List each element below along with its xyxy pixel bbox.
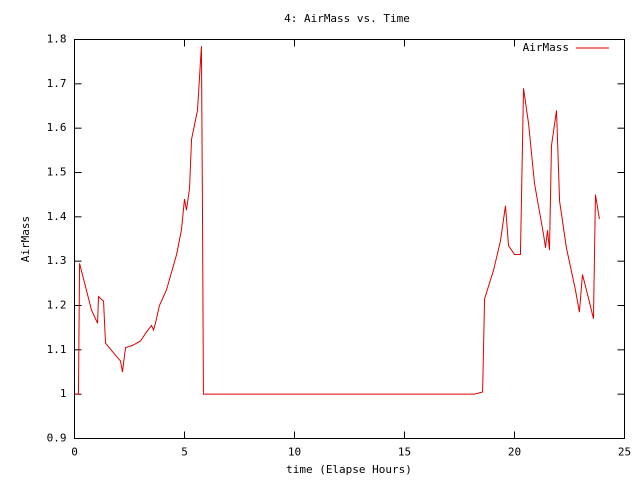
x-axis-label: time (Elapse Hours) <box>286 463 412 476</box>
plot-frame <box>74 39 625 439</box>
y-tick-label: 1.5 <box>47 166 67 179</box>
y-tick-label: 1.8 <box>47 33 67 46</box>
y-axis-label: AirMass <box>19 216 32 262</box>
y-tick-label: 1 <box>60 387 67 400</box>
x-tick-label: 15 <box>398 446 411 459</box>
x-tick-label: 5 <box>181 446 188 459</box>
y-tick-label: 1.2 <box>47 299 67 312</box>
x-tick-label: 20 <box>508 446 521 459</box>
y-tick-label: 1.6 <box>47 121 67 134</box>
chart-title: 4: AirMass vs. Time <box>284 12 410 25</box>
legend-label: AirMass <box>523 41 569 54</box>
data-line <box>74 46 600 395</box>
y-tick-label: 1.3 <box>47 254 67 267</box>
y-tick-label: 1.1 <box>47 343 67 356</box>
x-tick-label: 10 <box>288 446 301 459</box>
y-tick-label: 1.7 <box>47 77 67 90</box>
y-tick-label: 0.9 <box>47 432 67 445</box>
x-tick-label: 25 <box>618 446 631 459</box>
y-tick-label: 1.4 <box>47 210 67 223</box>
x-tick-label: 0 <box>71 446 78 459</box>
